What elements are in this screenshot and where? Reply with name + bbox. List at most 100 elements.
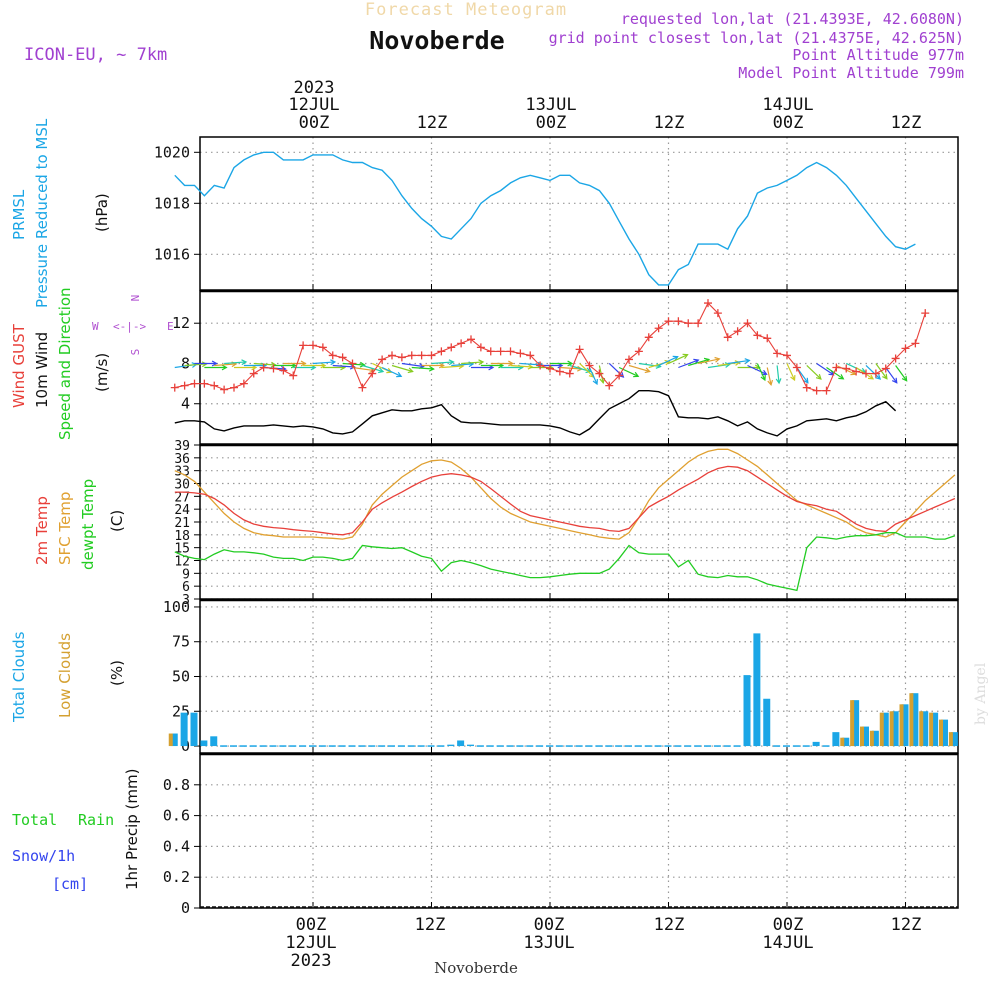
wind-arrow [826,367,844,380]
wind-arrowhead [211,360,218,367]
wind-arrowhead [378,367,385,374]
wind-arrowhead [672,355,679,362]
wind-arrowhead [803,377,809,384]
total-cloud-bar [467,744,474,747]
pressure-line [174,151,916,286]
wind-arrow [588,367,598,385]
top-year: 2023 [294,78,335,98]
temp-unit: (C) [108,510,126,532]
gust-point [457,339,466,348]
temp-2m-line [174,465,956,536]
gust-point [388,351,396,360]
wind-arrowhead [592,379,598,386]
gust-point [881,364,890,373]
gust-point [378,355,387,364]
dewpt-label: dewpt Temp [79,479,97,570]
bottom-tick-5: 00Z [773,915,804,935]
ytick-label: 1020 [154,143,190,161]
wind-arrowhead [448,359,455,366]
gust-point [486,347,495,356]
wind-arrow [678,359,699,369]
wind-arrow [352,366,375,372]
wind-arrowhead [734,360,741,366]
precip-snow-label: Snow/1h [12,847,75,865]
total-cloud-bar [743,675,751,747]
total-cloud-bar [950,732,958,747]
direction-legend-n: N [129,295,142,302]
wind-arrowhead [891,377,898,384]
bottom-tick-1: 00Z [296,915,327,935]
gust-point [437,347,446,356]
wind-arrow [312,361,335,365]
gust-point [684,319,693,328]
total-cloud-bar [200,740,208,747]
gust-point [802,383,811,392]
dewpt-line [174,532,956,592]
ytick-label: 30 [174,478,190,493]
gust-point [407,351,416,360]
precip-cm-label: [cm] [52,875,88,893]
wind-arrow [381,366,402,377]
wind-unit: (m/s) [93,353,111,392]
wind-arrowhead [320,362,327,369]
bottom-tick-2: 12Z [415,915,446,935]
wind-arrowhead [724,362,731,368]
total-cloud-bar [911,693,919,747]
model-label: ICON-EU, ~ 7km [24,45,167,65]
gust-point [753,331,762,340]
total-clouds-label: Total Clouds [10,631,28,723]
total-cloud-bar [210,736,218,747]
ytick-label: 0.6 [163,807,190,825]
ytick-label: 9 [182,567,190,582]
low-cloud-bar [899,704,904,747]
wind-arrow [668,354,688,365]
low-clouds-label: Low Clouds [56,633,74,718]
wind-arrow [816,362,834,376]
gust-point [210,381,219,390]
ytick-label: 12 [172,314,190,332]
ytick-label: 27 [174,490,190,505]
gust-point [397,353,406,362]
top-tick-3: 00Z [536,113,567,133]
sfc-temp-line [174,448,956,540]
bottom-tick-3: 00Z [534,915,565,935]
low-cloud-bar [869,730,874,747]
wind-arrow [332,364,355,368]
top-tick-5: 00Z [773,113,804,133]
model-altitude: Model Point Altitude 799m [738,64,964,82]
top-date-3: 14JUL [762,95,813,115]
precip-frame [199,753,959,909]
total-cloud-bar [763,698,771,747]
wind-arrow [707,363,730,369]
low-cloud-bar [850,700,855,747]
direction-legend-s: S [129,349,142,356]
gust-point [348,359,357,368]
gust-point [634,347,643,356]
wind-arrowhead [508,360,515,367]
ytick-label: 3 [182,593,190,608]
top-date-2: 13JUL [525,95,576,115]
total-cloud-bar [753,633,761,747]
ytick-label: 1016 [154,245,190,263]
gust-point [901,344,910,353]
direction-legend-w: W [92,320,99,333]
low-cloud-bar [840,737,845,747]
gust-point [318,343,327,352]
wind-arrowhead [567,360,574,367]
bottom-date-1: 12JUL [285,933,336,953]
wind-arrow [786,363,796,381]
gust-point [723,333,732,342]
ytick-label: 4 [181,395,190,413]
ytick-label: 100 [163,598,190,616]
gust-point [546,364,554,373]
low-cloud-bar [929,712,934,747]
gust-point [783,351,791,360]
gust-point [911,339,920,348]
wind-arrow [559,366,582,370]
gust-point [516,349,525,358]
wind-arrow [658,356,678,367]
gust-point [536,361,545,370]
total-cloud-bar [871,730,879,747]
gust-point [674,317,683,326]
